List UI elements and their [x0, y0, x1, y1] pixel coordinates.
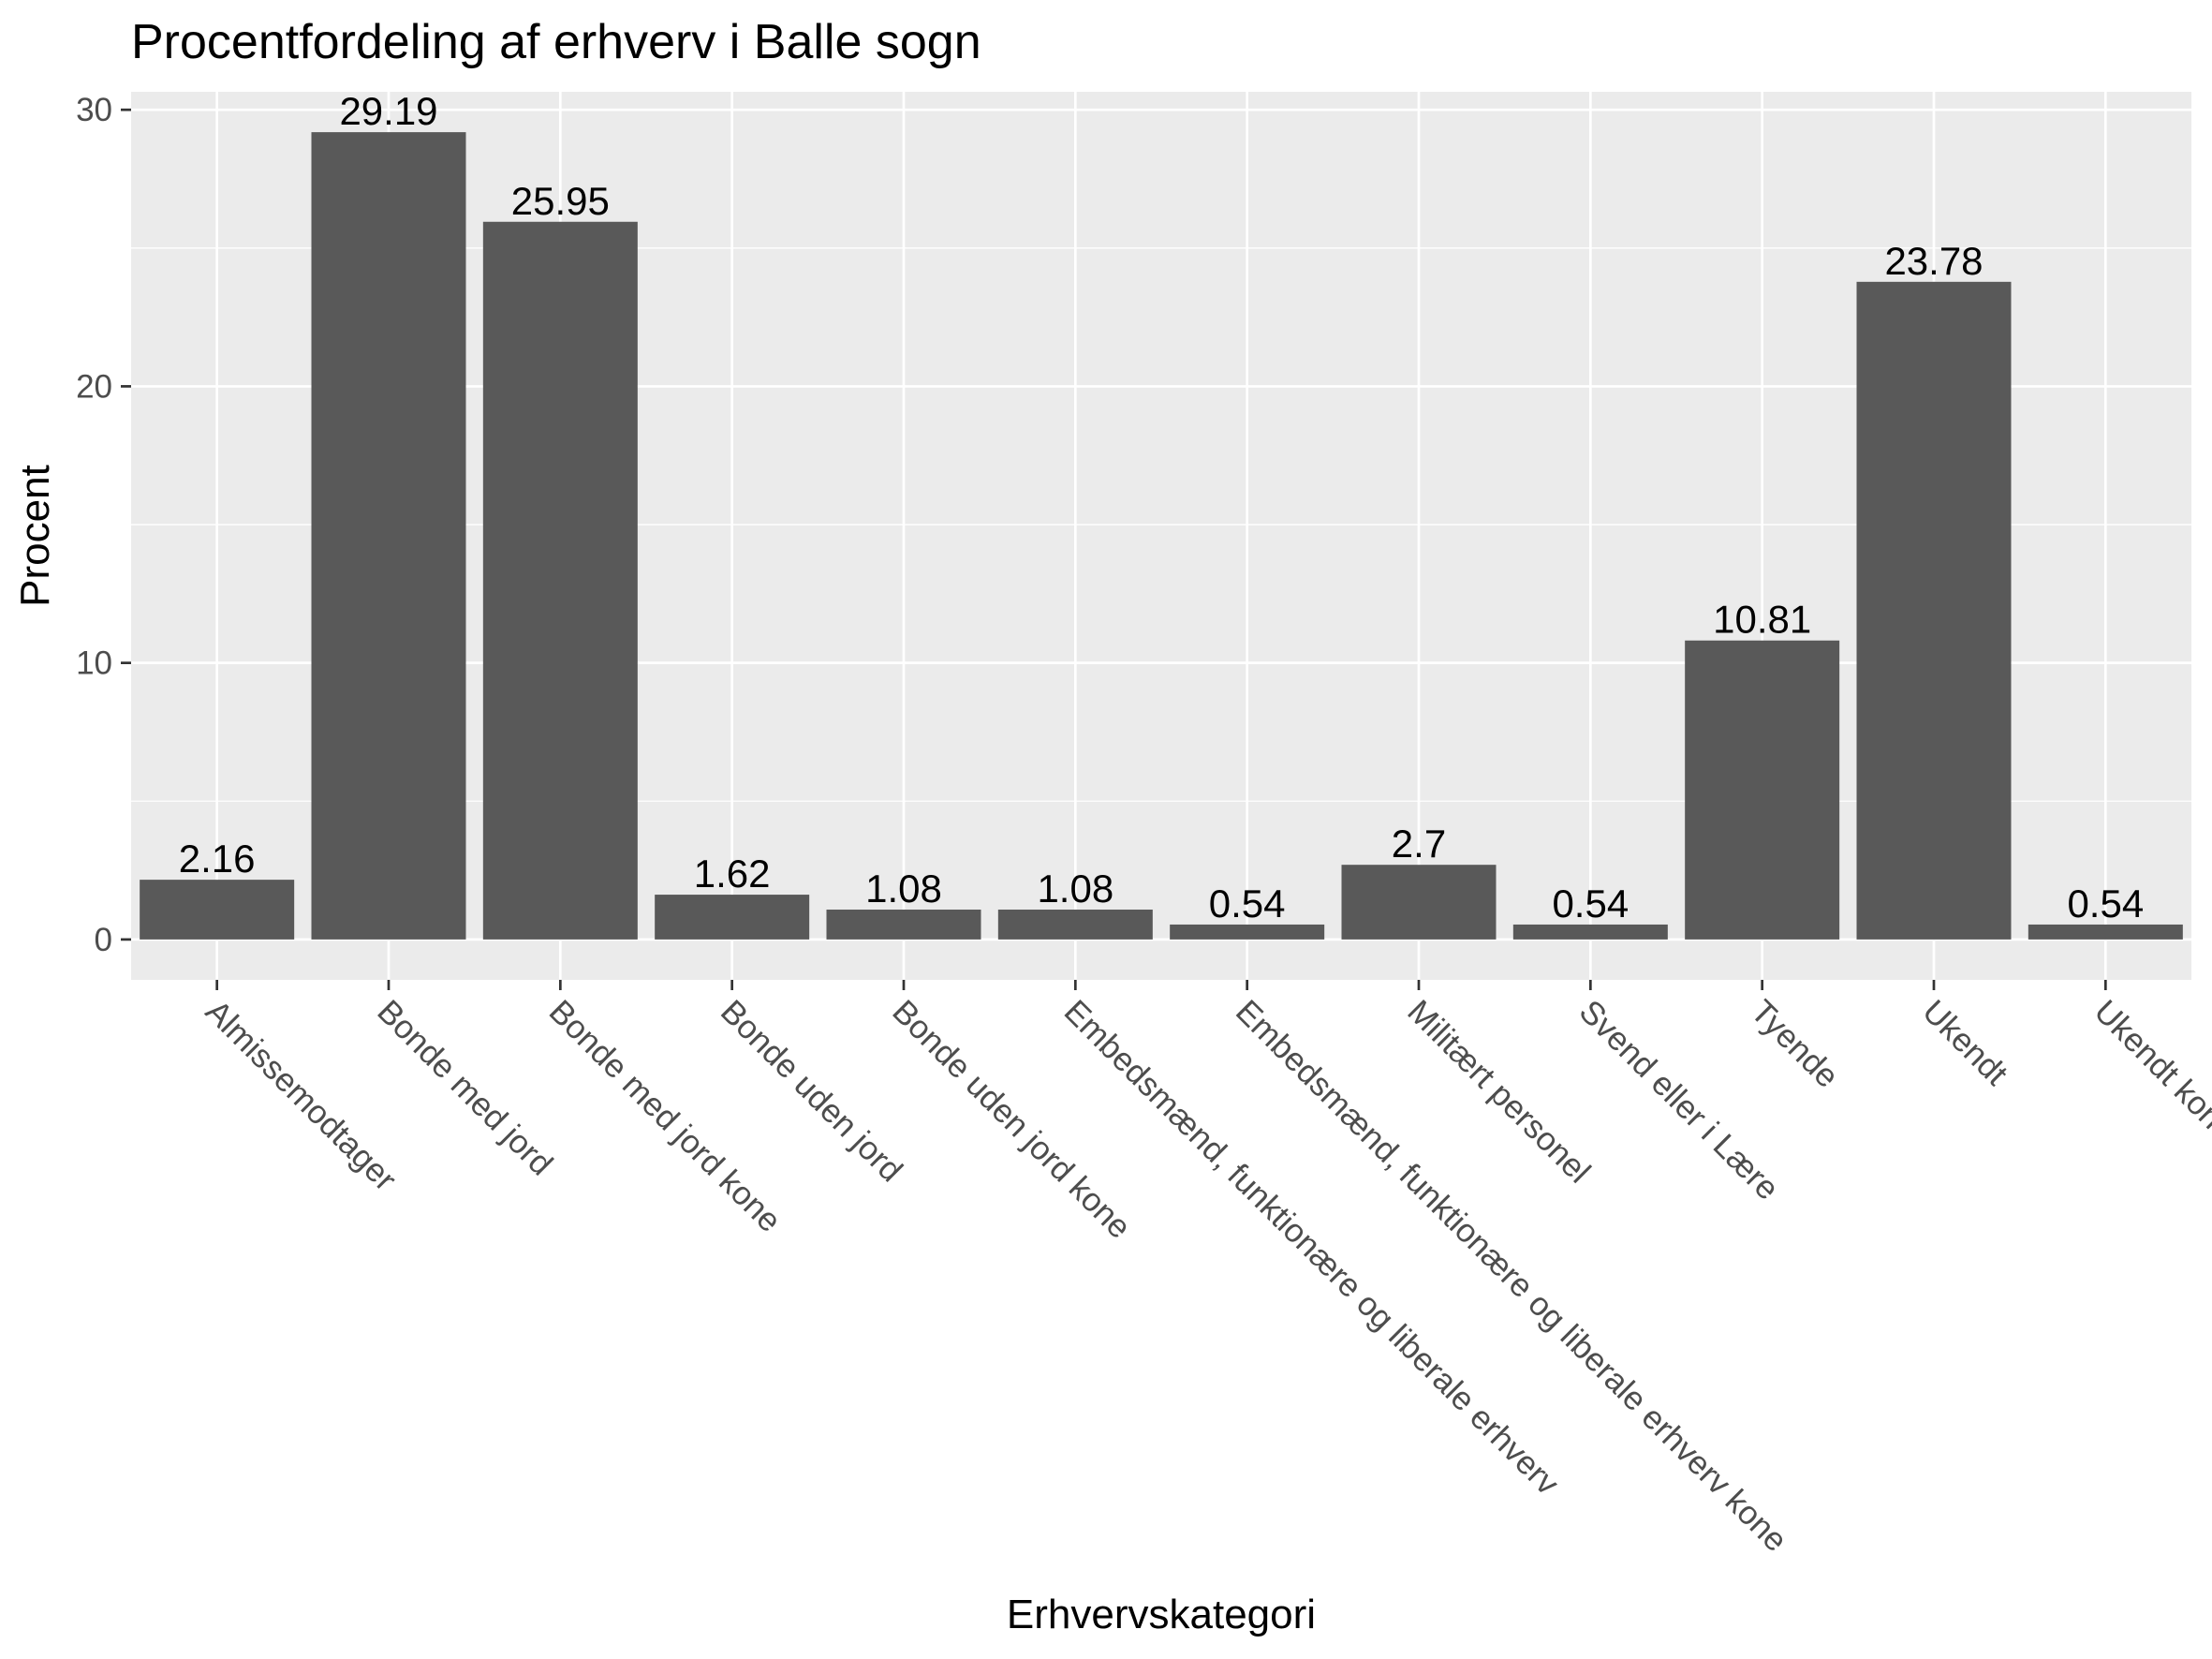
y-axis: 0 10 20 30	[76, 92, 131, 958]
data-label: 1.08	[865, 867, 942, 911]
chart-title: Procentfordeling af erhverv i Balle sogn	[131, 15, 981, 69]
data-label: 1.08	[1037, 867, 1113, 911]
x-tick-label: Ukendt kone	[2087, 993, 2212, 1149]
data-label: 25.95	[511, 179, 610, 223]
x-tick-label: Bonde med jord	[370, 993, 559, 1182]
data-label: 29.19	[339, 89, 437, 133]
plot-panel	[131, 92, 2191, 980]
bars	[140, 132, 2183, 940]
data-label: 10.81	[1713, 598, 1811, 642]
x-axis-title: Erhvervskategori	[1007, 1592, 1316, 1637]
data-label: 1.62	[694, 852, 771, 896]
bar	[655, 895, 810, 940]
bar	[1512, 924, 1668, 940]
x-tick-label: Bonde uden jord	[714, 993, 909, 1189]
bar	[140, 880, 295, 940]
x-tick-label: Almissemodtager	[199, 993, 404, 1198]
data-label: 2.7	[1392, 822, 1446, 866]
x-tick-label: Tyende	[1744, 993, 1846, 1095]
bar	[1341, 865, 1497, 940]
bar	[826, 910, 981, 940]
bar	[311, 132, 466, 940]
bar	[1170, 924, 1325, 940]
y-axis-title: Procent	[12, 465, 58, 607]
data-label: 23.78	[1884, 239, 1983, 283]
bar	[1685, 640, 1840, 940]
y-tick-label: 0	[95, 922, 112, 958]
y-tick-label: 30	[76, 92, 112, 128]
data-label: 0.54	[1209, 881, 1286, 926]
bar	[1856, 281, 2012, 940]
bar	[2028, 924, 2183, 940]
bar	[997, 910, 1153, 940]
y-tick-label: 10	[76, 645, 112, 682]
data-label: 2.16	[179, 837, 256, 881]
data-label: 0.54	[1552, 881, 1629, 926]
bar	[482, 221, 638, 940]
x-tick-label: Militært personel	[1400, 993, 1598, 1191]
data-label: 0.54	[2067, 881, 2144, 926]
x-tick-label: Ukendt	[1915, 993, 2014, 1092]
y-tick-label: 20	[76, 368, 112, 405]
data-labels: 2.16 29.19 25.95 1.62 1.08 1.08 0.54 2.7 0.54 10.…	[179, 89, 2144, 926]
